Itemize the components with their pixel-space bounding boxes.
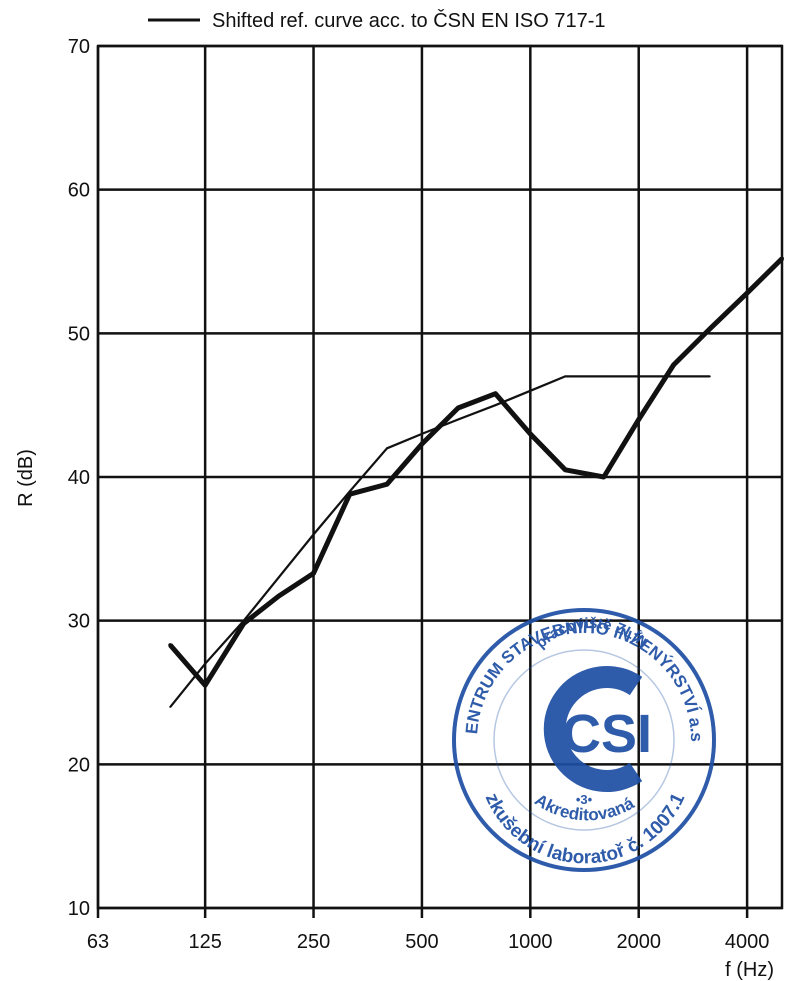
x-tick-label: 250 — [297, 931, 330, 953]
stamp-logo: CSI — [543, 666, 652, 792]
y-tick-label: 60 — [68, 180, 90, 202]
measured-point — [671, 362, 676, 367]
x-axis-title: f (Hz) — [725, 959, 774, 981]
grid — [96, 44, 784, 918]
measured-point — [636, 417, 641, 422]
y-tick-label: 10 — [68, 898, 90, 920]
reference-point — [204, 662, 207, 665]
measured-point — [707, 327, 712, 332]
measured-point — [745, 291, 750, 296]
reference-point — [708, 375, 711, 378]
y-tick-label: 20 — [68, 754, 90, 776]
measured-point — [780, 256, 784, 261]
reference-point — [637, 375, 640, 378]
reference-point — [312, 533, 315, 536]
reference-point — [420, 432, 423, 435]
x-tick-label: 1000 — [508, 931, 553, 953]
x-tick-label: 2000 — [616, 931, 661, 953]
reference-point — [672, 375, 675, 378]
accreditation-stamp: CENTRUM STAVEBNÍHO INŽENÝRSTVÍ a.s. prac… — [0, 0, 716, 872]
legend-label-ref-curve: Shifted ref. curve acc. to ČSN EN ISO 71… — [212, 9, 606, 32]
reference-point — [242, 619, 245, 622]
tick-labels: 10 20 30 40 50 60 70 63 125 250 500 1000 2000 4000 — [68, 36, 770, 953]
reference-point — [348, 490, 351, 493]
measured-point — [456, 406, 461, 411]
measured-point — [385, 482, 390, 487]
measured-point — [276, 594, 281, 599]
measured-point — [563, 467, 568, 472]
y-tick-label: 50 — [68, 323, 90, 345]
series-line-measured — [168, 256, 784, 688]
stamp-outer-ring — [452, 608, 716, 872]
measured-point — [493, 391, 498, 396]
x-tick-label: 125 — [188, 931, 221, 953]
measured-point — [203, 683, 208, 688]
reference-point — [564, 375, 567, 378]
reference-point — [529, 389, 532, 392]
y-tick-label: 30 — [68, 611, 90, 633]
legend: Shifted ref. curve acc. to ČSN EN ISO 71… — [148, 9, 606, 32]
x-tick-label: 500 — [405, 931, 438, 953]
measured-point — [419, 441, 424, 446]
stamp-logo-text: CSI — [562, 704, 652, 764]
y-tick-label: 70 — [68, 36, 90, 58]
measured-point — [168, 643, 173, 648]
measured-point — [528, 431, 533, 436]
reference-point — [386, 447, 389, 450]
reference-point — [494, 404, 497, 407]
series-layer — [168, 256, 784, 708]
series-line-reference — [169, 375, 710, 708]
measured-point — [311, 571, 316, 576]
y-axis-title: R (dB) — [15, 449, 37, 507]
stamp-number-text: •3• — [576, 792, 593, 807]
stamp-inner-ring — [493, 649, 675, 831]
reference-point — [277, 576, 280, 579]
reference-point — [457, 418, 460, 421]
y-tick-label: 40 — [68, 467, 90, 489]
x-tick-label: 63 — [87, 931, 109, 953]
x-tick-label: 4000 — [725, 931, 770, 953]
reference-point — [169, 705, 172, 708]
measured-point — [601, 475, 606, 479]
reference-point — [602, 375, 605, 378]
